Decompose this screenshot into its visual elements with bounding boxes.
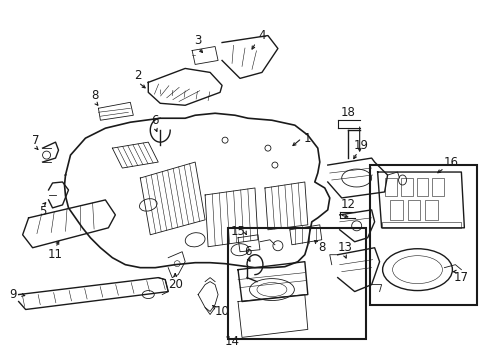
Text: 11: 11 (48, 248, 63, 261)
Text: 2: 2 (134, 69, 142, 82)
Text: 18: 18 (340, 106, 354, 119)
Text: 5: 5 (39, 205, 46, 219)
Text: 6: 6 (244, 245, 251, 258)
Bar (389, 200, 402, 220)
Text: 13: 13 (337, 241, 351, 254)
Text: 20: 20 (167, 278, 182, 291)
Text: 17: 17 (453, 271, 468, 284)
Text: 1: 1 (304, 132, 311, 145)
Text: 9: 9 (9, 288, 17, 301)
Text: 19: 19 (353, 139, 368, 152)
Bar (369, 165, 476, 305)
Bar (416, 178, 427, 196)
Text: 8: 8 (317, 241, 325, 254)
Bar (400, 178, 412, 196)
Text: 6: 6 (151, 114, 159, 127)
Text: 8: 8 (92, 89, 99, 102)
Text: 16: 16 (443, 156, 458, 168)
Text: 7: 7 (32, 134, 39, 147)
Text: 10: 10 (214, 305, 229, 318)
Bar (381, 222, 461, 228)
Text: 12: 12 (340, 198, 354, 211)
Text: 15: 15 (230, 225, 245, 238)
Bar (227, 228, 365, 339)
Bar (384, 178, 396, 196)
Bar (425, 200, 438, 220)
Text: 14: 14 (224, 335, 239, 348)
Bar (407, 200, 420, 220)
Text: 4: 4 (258, 29, 265, 42)
Text: 3: 3 (194, 34, 202, 47)
Bar (431, 178, 444, 196)
